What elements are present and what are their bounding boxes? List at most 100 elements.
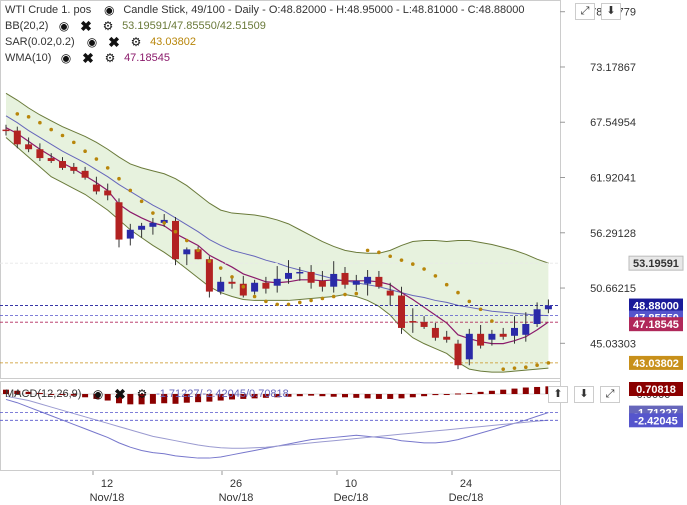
macd-histogram-bar [127,394,134,405]
candle-up [217,281,225,292]
close-icon[interactable]: ✖ [82,50,94,67]
macd-histogram-bar [240,394,247,399]
macd-histogram-bar [229,394,235,400]
gear-icon[interactable]: ⚙ [130,35,142,50]
indicator-values: 47.18545 [124,52,170,64]
eye-icon[interactable]: ◉ [104,3,115,18]
candle-down [443,336,451,340]
sar-dot [196,248,200,253]
eye-icon[interactable]: ◉ [86,35,98,50]
candle-down [81,170,89,178]
sar-dot [331,294,336,299]
price-axis-label: 50.66215 [590,283,636,295]
sar-dot [83,149,87,153]
close-icon[interactable]: ✖ [114,386,126,403]
close-icon[interactable]: ✖ [108,34,120,51]
price-tag-label: 53.19591 [633,258,679,270]
macd-histogram-bar [48,394,55,396]
candle-up [273,278,281,286]
macd-histogram-bar [409,394,416,398]
macd-histogram-bar [330,394,337,397]
eye-icon[interactable]: ◉ [60,51,72,66]
sar-dot [467,299,472,304]
gear-icon[interactable]: ⚙ [102,19,114,34]
macd-histogram-bar [522,387,529,395]
candle-down [205,259,213,292]
arrow-up-icon[interactable]: ⬆ [548,386,568,403]
eye-icon[interactable]: ◉ [92,387,104,402]
sar-dot [298,300,302,305]
x-axis-day-label: 12 [101,478,113,490]
macd-histogram-bar [70,394,77,396]
sar-dot [535,363,539,368]
candle-down [386,290,394,296]
candle-up [251,282,259,292]
candle-up [138,225,146,230]
sar-dot [411,262,415,266]
price-tag-label: 47.18545 [633,319,679,331]
indicator-label: WMA(10) [5,52,52,64]
candle-up [544,305,552,310]
x-axis-day-label: 24 [460,478,472,490]
sar-dot [60,133,65,138]
macd-histogram-bar [36,392,43,395]
sar-dot [264,299,268,304]
candle-down [239,283,247,296]
sar-dot [456,290,460,295]
sar-dot [433,274,438,278]
sar-dot [105,166,110,170]
eye-icon[interactable]: ◉ [58,19,70,34]
candle-up [126,229,134,239]
candle-up [533,309,541,324]
macd-histogram-bar [149,394,156,404]
price-tag-box [629,317,683,332]
candle-down [194,249,202,260]
macd-histogram-bar [14,390,21,395]
x-axis-month-label: Nov/18 [219,492,254,504]
sar-dot [38,120,42,125]
macd-histogram-bar [3,389,9,395]
macd-histogram-bar [455,393,461,395]
macd-histogram-bar [206,394,213,402]
expand-icon[interactable]: ⤢ [575,3,595,20]
macd-tag-box [629,382,683,396]
arrow-down-icon[interactable]: ⬇ [574,386,594,403]
gear-icon[interactable]: ⚙ [136,387,148,402]
candle-down [172,220,179,260]
candle-down [36,149,44,159]
sar-dot [512,366,517,370]
macd-histogram-bar [296,394,303,397]
candle-up [488,333,496,340]
sar-dot [524,365,528,370]
sar-dot [546,361,551,365]
close-icon[interactable]: ✖ [80,18,92,35]
candle-down [409,321,417,323]
candle-down [318,280,326,287]
sar-dot [354,291,359,296]
candle-up [364,276,372,284]
sar-dot [422,267,426,271]
gear-icon[interactable]: ⚙ [104,51,116,66]
candle-down [477,333,485,346]
sar-dot [218,266,223,270]
macd-histogram-bar [138,394,145,405]
bollinger-band-area [6,93,549,373]
candle-down [25,144,33,150]
macd-histogram-bar [534,386,541,395]
macd-histogram-bar [353,394,360,398]
expand-icon[interactable]: ⤢ [600,386,620,403]
bollinger-upper-line [5,92,549,264]
macd-histogram-bar [319,394,326,397]
macd-histogram-bar [183,394,190,403]
macd-histogram-bar [477,391,484,395]
sar-dot [139,199,144,204]
sar-dot [72,140,76,145]
sar-dot [444,282,449,287]
x-axis-month-label: Dec/18 [449,492,484,504]
macd-histogram-bar [262,394,269,398]
sar-dot [309,298,313,303]
candle-down [13,130,21,145]
arrow-down-icon[interactable]: ⬇ [601,3,621,20]
macd-histogram-bar [217,394,224,401]
